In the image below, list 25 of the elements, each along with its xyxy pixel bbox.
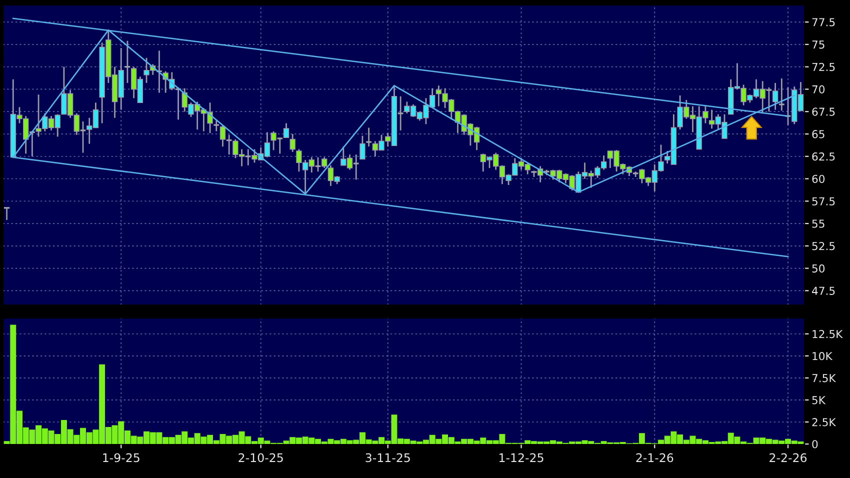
y-tick-label: 57.5 [812, 197, 835, 206]
y-tick-label: 2.5K [812, 418, 836, 426]
x-tick-label: 1-12-25 [500, 453, 544, 462]
y-tick-label: 7.5K [812, 374, 836, 382]
y-tick-label: 70 [812, 85, 825, 94]
y-tick-label: 55 [812, 220, 824, 228]
y-tick-label: 50 [812, 264, 825, 273]
y-tick-label: 5K [812, 396, 826, 404]
y-tick-label: 60 [812, 174, 825, 184]
y-tick-label: 10K [812, 352, 833, 360]
y-tick-label: 75 [812, 40, 824, 49]
y-tick-label: 72.5 [812, 62, 835, 72]
x-tick-label: 2-10-25 [238, 453, 283, 462]
y-tick-label: 65 [812, 130, 824, 138]
y-tick-label: 0 [812, 440, 818, 448]
y-tick-label: 77.5 [812, 18, 835, 26]
y-tick-label: 12.5K [812, 330, 843, 338]
x-tick-label: 3-11-25 [366, 453, 410, 462]
y-tick-label: 47.5 [812, 286, 835, 295]
y-tick-label: 62.5 [812, 152, 835, 161]
x-tick-label: 1-9-25 [103, 453, 140, 462]
x-tick-label: 2-2-26 [770, 453, 807, 462]
y-tick-label: 52.5 [812, 242, 835, 250]
x-tick-label: 2-1-26 [636, 453, 674, 462]
y-tick-label: 67.5 [812, 108, 835, 116]
